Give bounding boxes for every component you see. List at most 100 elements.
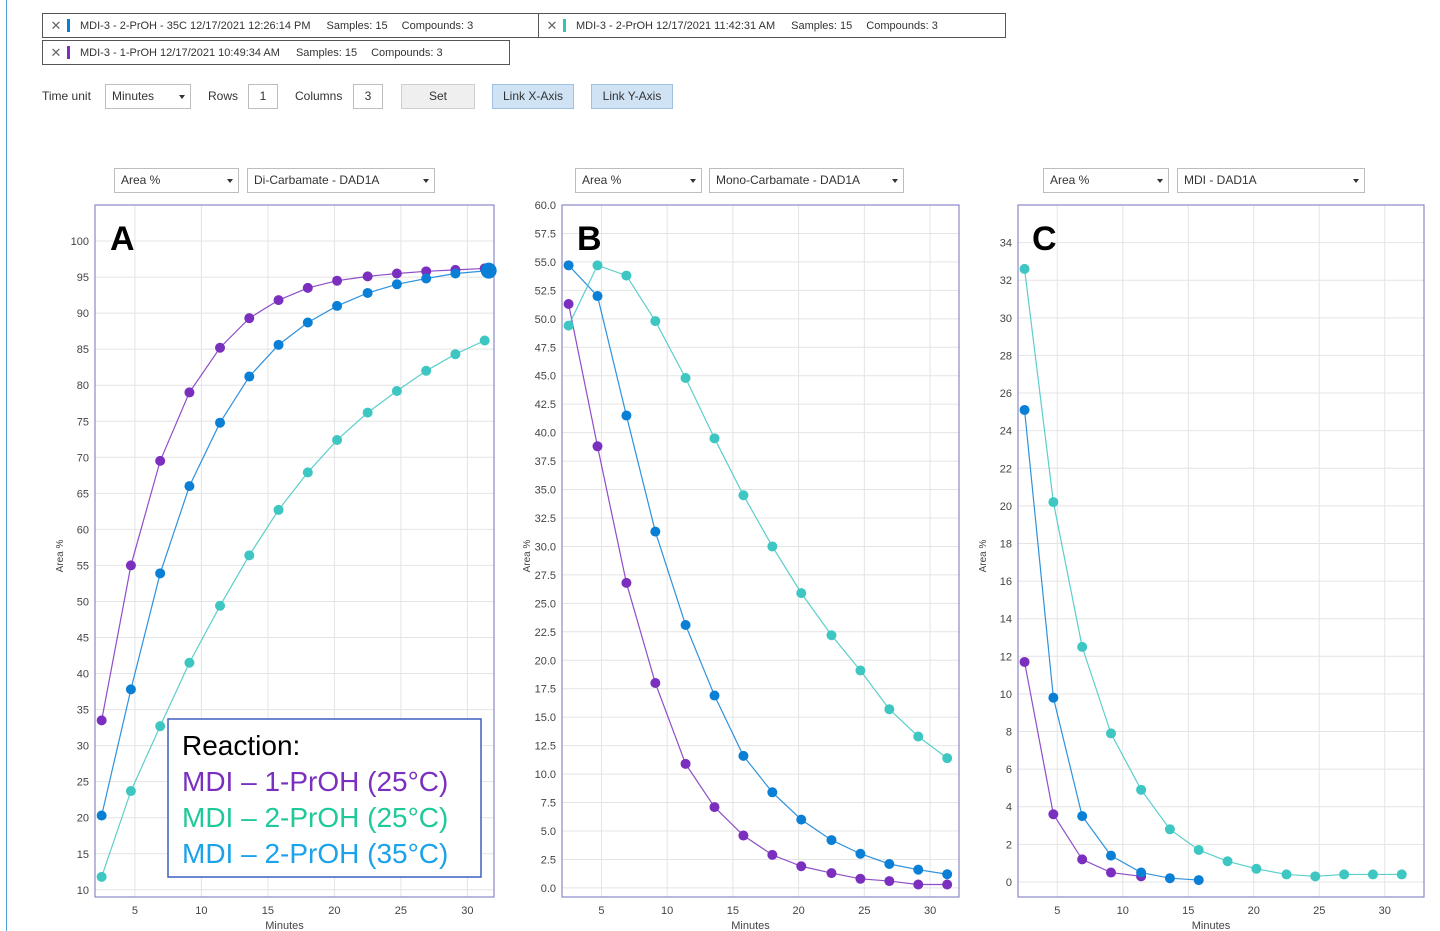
panel-letter-c: C — [1032, 220, 1057, 258]
chevron-down-icon — [1157, 179, 1163, 183]
x-tick-label: 5 — [1054, 905, 1060, 917]
data-point — [1019, 404, 1030, 415]
data-point — [479, 335, 490, 346]
x-tick-label: 15 — [727, 905, 739, 917]
x-tick-label: 25 — [858, 905, 870, 917]
panel-c-compound-select[interactable]: MDI - DAD1A — [1177, 168, 1365, 193]
x-tick-label: 20 — [1248, 905, 1260, 917]
data-point — [479, 263, 490, 274]
plot-frame — [561, 204, 960, 898]
chart-panel-a: 5 10 15 20 25 30 10 15 20 25 30 35 40 45 50 55 60 65 70 75 8… — [55, 204, 497, 931]
data-point — [942, 869, 953, 880]
y-tick-label: 28 — [1000, 350, 1012, 362]
compound-value: Di-Carbamate - DAD1A — [254, 173, 380, 187]
data-point — [621, 270, 632, 281]
data-point — [1193, 844, 1204, 855]
close-icon[interactable]: ✕ — [546, 17, 558, 33]
data-point — [709, 690, 720, 701]
close-icon[interactable]: ✕ — [50, 44, 62, 60]
data-point — [855, 873, 866, 884]
series-line — [101, 269, 489, 816]
data-point — [1019, 656, 1030, 667]
data-point — [767, 541, 778, 552]
data-point — [1077, 854, 1088, 865]
y-tick-label: 52.5 — [535, 285, 556, 297]
data-point — [273, 504, 284, 515]
y-tick-label: 0.0 — [541, 883, 556, 895]
dataset-chip-1[interactable]: ✕ MDI-3 - 2-PrOH - 35C 12/17/2021 12:26:… — [42, 13, 539, 38]
y-tick-label: 60 — [77, 524, 89, 536]
dataset-samples: Samples: 15 — [791, 19, 853, 32]
x-axis-title: Minutes — [265, 920, 304, 931]
dataset-label: MDI-3 - 2-PrOH - 35C 12/17/2021 12:26:14… — [80, 19, 311, 32]
chevron-down-icon — [423, 179, 429, 183]
link-x-axis-button[interactable]: Link X-Axis — [492, 84, 574, 109]
chevron-down-icon — [690, 179, 696, 183]
y-tick-label: 27.5 — [535, 570, 556, 582]
y-tick-label: 34 — [1000, 238, 1012, 250]
data-point — [362, 287, 373, 298]
data-point — [563, 299, 574, 310]
y-tick-label: 2.5 — [541, 854, 556, 866]
set-button[interactable]: Set — [401, 84, 475, 109]
x-tick-label: 10 — [661, 905, 673, 917]
y-tick-label: 32.5 — [535, 513, 556, 525]
panel-a-metric-select[interactable]: Area % — [114, 168, 239, 193]
dataset-samples: Samples: 15 — [295, 46, 358, 59]
data-point — [913, 864, 924, 875]
data-point — [650, 678, 661, 689]
x-tick-label: 20 — [328, 905, 340, 917]
data-point — [709, 433, 720, 444]
panel-a-compound-select[interactable]: Di-Carbamate - DAD1A — [247, 168, 435, 193]
panel-b-compound-select[interactable]: Mono-Carbamate - DAD1A — [709, 168, 904, 193]
series-line — [1023, 661, 1142, 877]
legend-item: MDI – 2-PrOH (35°C) — [182, 838, 448, 869]
dataset-chip-3[interactable]: ✕ MDI-3 - 1-PrOH 12/17/2021 10:49:34 AM … — [42, 40, 510, 65]
data-point — [1048, 497, 1059, 508]
chevron-down-icon — [1353, 179, 1359, 183]
columns-input[interactable]: 3 — [353, 84, 383, 109]
dataset-label: MDI-3 - 1-PrOH 12/17/2021 10:49:34 AM — [80, 46, 280, 59]
data-point — [1396, 869, 1407, 880]
data-point — [738, 830, 749, 841]
data-point — [450, 268, 461, 279]
data-point — [767, 787, 778, 798]
y-tick-label: 15.0 — [535, 712, 556, 724]
data-point — [450, 264, 461, 275]
x-tick-label: 5 — [132, 905, 138, 917]
time-unit-select[interactable]: Minutes — [105, 84, 191, 109]
data-point — [884, 704, 895, 715]
y-tick-label: 16 — [1000, 576, 1012, 588]
data-point — [1339, 869, 1350, 880]
data-point — [1048, 809, 1059, 820]
data-point — [1077, 641, 1088, 652]
data-point — [184, 387, 195, 398]
data-point — [913, 879, 924, 890]
y-tick-label: 35.0 — [535, 485, 556, 497]
panel-c-metric-select[interactable]: Area % — [1043, 168, 1169, 193]
time-unit-label: Time unit — [42, 89, 91, 103]
data-point — [1105, 728, 1116, 739]
x-axis-title: Minutes — [731, 920, 770, 931]
dataset-chip-2[interactable]: ✕ MDI-3 - 2-PrOH 12/17/2021 11:42:31 AM … — [538, 13, 1006, 38]
y-tick-label: 70 — [77, 452, 89, 464]
y-tick-label: 26 — [1000, 388, 1012, 400]
data-point — [421, 266, 432, 277]
y-tick-label: 55 — [77, 560, 89, 572]
data-point — [796, 588, 807, 599]
x-tick-label: 25 — [1313, 905, 1325, 917]
close-icon[interactable]: ✕ — [50, 17, 62, 33]
panel-b-metric-select[interactable]: Area % — [575, 168, 702, 193]
data-point — [796, 861, 807, 872]
series-line — [1023, 268, 1402, 877]
series-line — [101, 339, 485, 878]
y-tick-label: 12.5 — [535, 741, 556, 753]
y-tick-label: 22.5 — [535, 627, 556, 639]
y-axis-title: Area % — [522, 539, 533, 572]
rows-input[interactable]: 1 — [248, 84, 278, 109]
data-point — [592, 291, 603, 302]
data-point — [155, 721, 166, 732]
x-tick-label: 30 — [461, 905, 473, 917]
data-point — [96, 871, 107, 882]
link-y-axis-button[interactable]: Link Y-Axis — [591, 84, 673, 109]
